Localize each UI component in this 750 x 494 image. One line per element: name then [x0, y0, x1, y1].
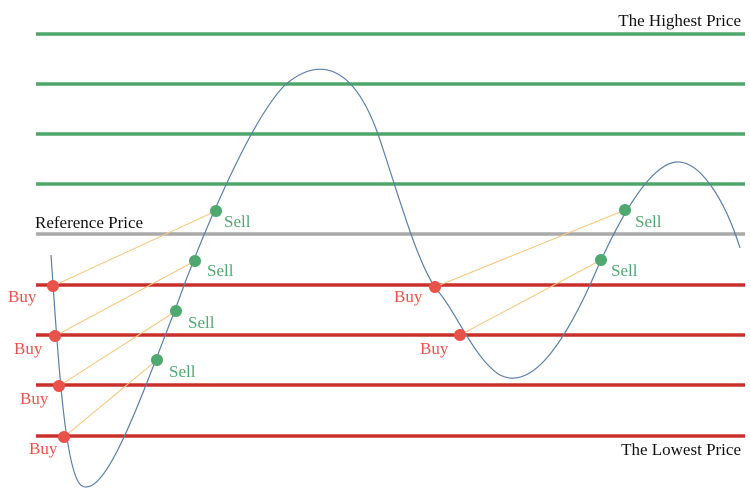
sell-marker-2 — [189, 255, 201, 267]
sell-label-6: Sell — [611, 261, 638, 280]
lower-grid-lines — [36, 283, 745, 438]
buy-marker-2 — [49, 330, 61, 342]
sell-label-2: Sell — [207, 261, 234, 280]
trade-link-5 — [434, 209, 626, 288]
highest-price-label: The Highest Price — [618, 11, 741, 30]
trade-link-3 — [58, 310, 177, 387]
sell-label-5: Sell — [635, 212, 662, 231]
sell-marker-6 — [595, 254, 607, 266]
trade-link-1 — [52, 210, 217, 287]
sell-label-1: Sell — [224, 212, 251, 231]
buy-marker-5 — [429, 281, 441, 293]
reference-price-label: Reference Price — [35, 213, 143, 232]
buy-label-6: Buy — [420, 339, 449, 358]
sell-marker-3 — [170, 305, 182, 317]
buy-label-5: Buy — [394, 287, 423, 306]
buy-label-4: Buy — [29, 439, 58, 458]
sell-markers — [151, 204, 631, 366]
trade-link-4 — [63, 359, 158, 438]
price-curve — [50, 68, 741, 488]
trade-links — [52, 209, 626, 438]
sell-labels: Sell Sell Sell Sell Sell Sell — [169, 212, 662, 381]
buy-marker-6 — [454, 329, 466, 341]
buy-marker-3 — [53, 380, 65, 392]
buy-label-1: Buy — [8, 287, 37, 306]
buy-labels: Buy Buy Buy Buy Buy Buy — [8, 287, 449, 458]
buy-marker-4 — [58, 431, 70, 443]
sell-marker-4 — [151, 354, 163, 366]
trade-link-6 — [459, 259, 602, 336]
upper-grid-lines — [36, 32, 745, 186]
buy-label-3: Buy — [20, 389, 49, 408]
buy-markers — [47, 280, 466, 443]
lowest-price-label: The Lowest Price — [621, 440, 741, 459]
trade-link-2 — [54, 260, 196, 337]
buy-marker-1 — [47, 280, 59, 292]
sell-marker-1 — [210, 205, 222, 217]
buy-label-2: Buy — [14, 339, 43, 358]
sell-marker-5 — [619, 204, 631, 216]
sell-label-4: Sell — [169, 362, 196, 381]
sell-label-3: Sell — [188, 313, 215, 332]
